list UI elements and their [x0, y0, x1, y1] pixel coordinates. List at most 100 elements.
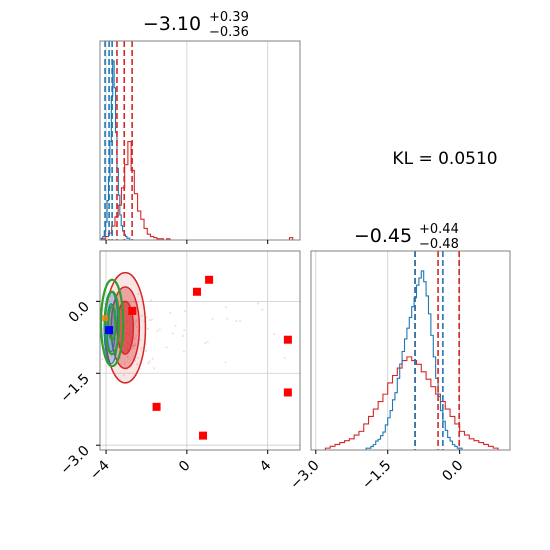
scatter-sample-point — [261, 308, 264, 311]
scatter-sample-point — [224, 306, 227, 309]
scatter-sample-point — [140, 347, 143, 350]
scatter-sample-point — [153, 367, 156, 370]
scatter-sample-point — [283, 356, 286, 359]
scatter-frame — [99, 250, 301, 451]
scatter-sample-point — [135, 319, 138, 322]
hist2-plot-area — [315, 251, 499, 450]
param1-title-minus: −0.36 — [209, 25, 249, 40]
red-square-marker — [283, 335, 292, 344]
green-contour-3 — [107, 305, 117, 341]
scatter-sample-point — [146, 327, 149, 330]
scatter-sample-point — [136, 356, 139, 359]
scatter-sample-point — [135, 334, 138, 337]
orange-marker — [102, 315, 109, 322]
hist1-frame — [99, 40, 301, 241]
scatter-sample-point — [141, 314, 144, 317]
scatter-sample-point — [204, 342, 207, 345]
scatter-sample-point — [273, 333, 276, 336]
hist2-frame — [310, 250, 511, 451]
param1-title: −3.10 +0.39 −0.36 — [143, 10, 249, 40]
histogram-param2-panel: −3.0 −1.5 0.0 — [287, 250, 511, 493]
scatter-sample-point — [126, 355, 129, 358]
scatter-sample-point — [123, 362, 126, 365]
scatter-sample-point — [131, 347, 134, 350]
green-contour-1 — [100, 278, 125, 368]
scatter-sample-point — [132, 344, 135, 347]
red-square-marker — [283, 388, 292, 397]
scatter-sample-point — [181, 334, 184, 337]
scatter-sample-point — [148, 319, 151, 322]
scatter-sample-point — [226, 317, 229, 320]
scatter-sample-point — [183, 350, 186, 353]
scatter-sample-point — [128, 301, 131, 304]
scatter-sample-point — [137, 292, 140, 295]
hist2-blue-series — [363, 270, 465, 450]
scatter-sample-point — [132, 345, 135, 348]
scatter-sample-point — [101, 358, 104, 361]
param1-title-plus: +0.39 — [209, 10, 249, 25]
kl-label: KL = 0.0510 — [392, 149, 497, 169]
scatter-sample-point — [165, 346, 168, 349]
scatter-sample-point — [239, 320, 242, 323]
scatter-sample-point — [257, 302, 260, 305]
histogram-param1-panel — [99, 40, 301, 244]
red-square-marker — [128, 306, 137, 315]
scatter-sample-point — [183, 328, 186, 331]
scatter-sample-point — [235, 320, 238, 323]
scatter-sample-point — [122, 374, 125, 377]
scatter-sample-point — [135, 325, 138, 328]
hist2-xtick-label: 0.0 — [439, 458, 466, 485]
scatter-xtick-label: 4 — [257, 457, 275, 475]
hist2-xtick-label: −3.0 — [287, 458, 322, 493]
param2-title-main: −0.45 — [354, 225, 412, 247]
scatter-xtick-label: −4 — [87, 457, 113, 483]
scatter-sample-point — [183, 310, 186, 313]
scatter-sample-point — [96, 343, 98, 345]
scatter-sample-point — [149, 299, 152, 302]
blue-square-marker — [105, 326, 114, 335]
param2-title-minus: −0.48 — [419, 237, 459, 252]
red-square-marker — [199, 431, 208, 440]
scatter-sample-point — [133, 323, 136, 326]
scatter-sample-point — [147, 362, 150, 365]
scatter-sample-point — [211, 318, 214, 321]
scatter-sample-point — [133, 336, 136, 339]
scatter-sample-point — [158, 328, 161, 331]
scatter-sample-point — [110, 355, 113, 358]
hist1-plot-area — [100, 41, 300, 240]
red-square-marker — [152, 402, 161, 411]
scatter-sample-point — [148, 360, 151, 363]
scatter-sample-point — [134, 320, 137, 323]
param1-title-main: −3.10 — [143, 13, 201, 35]
hist1-red-series — [101, 140, 300, 240]
scatter-sample-point — [133, 344, 136, 347]
scatter-sample-point — [134, 344, 137, 347]
scatter-sample-point — [133, 342, 136, 345]
scatter-sample-point — [171, 332, 174, 335]
scatter-ytick-label: −1.5 — [57, 371, 92, 406]
scatter-plot-area — [96, 251, 300, 450]
hist2-xtick-label: −1.5 — [359, 458, 394, 493]
scatter-sample-point — [151, 357, 154, 360]
scatter-sample-point — [96, 313, 98, 315]
scatter-sample-point — [133, 300, 136, 303]
param2-title: −0.45 +0.44 −0.48 — [354, 222, 459, 252]
scatter-xtick-label: 0 — [176, 458, 194, 476]
param2-title-plus: +0.44 — [419, 222, 459, 237]
scatter-sample-point — [156, 330, 159, 333]
scatter-sample-point — [136, 363, 139, 366]
hist2-red-series — [324, 356, 499, 450]
scatter-sample-point — [224, 361, 227, 364]
scatter-sample-point — [145, 349, 148, 352]
green-contour-2 — [103, 290, 121, 356]
scatter-sample-point — [174, 324, 177, 327]
red-square-marker — [205, 275, 214, 284]
scatter-sample-point — [111, 316, 114, 319]
scatter-sample-point — [169, 311, 172, 314]
red-square-marker — [192, 287, 201, 296]
scatter-ytick-label: 0.0 — [66, 299, 93, 326]
scatter-sample-point — [133, 338, 136, 341]
joint-scatter-panel: −4 0 4−3.0−1.50.0 — [57, 250, 301, 483]
scatter-sample-point — [150, 318, 153, 321]
